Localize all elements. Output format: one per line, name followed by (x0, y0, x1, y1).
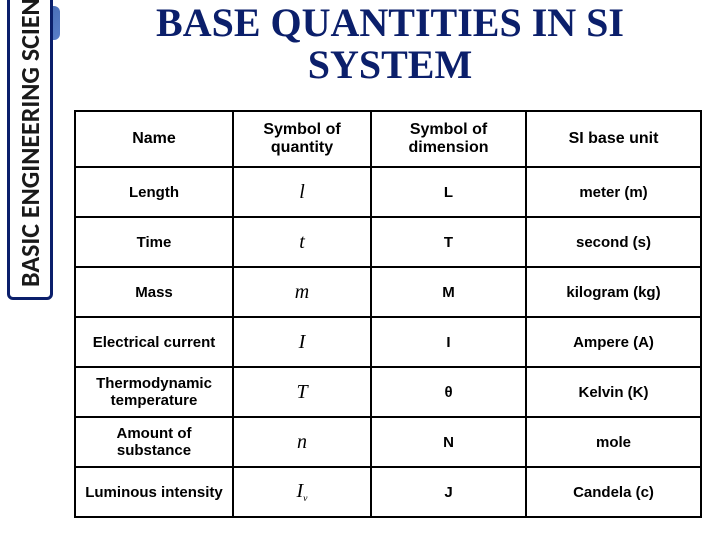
table-cell: meter (m) (526, 167, 701, 217)
table-col-header: Symbol of quantity (233, 111, 371, 167)
table-cell: Candela (c) (526, 467, 701, 517)
table-header-row: NameSymbol of quantitySymbol of dimensio… (75, 111, 701, 167)
table-cell: I (233, 317, 371, 367)
table-cell: M (371, 267, 526, 317)
page-title: BASE QUANTITIES IN SI SYSTEM (70, 2, 710, 86)
table-row: TimetTsecond (s) (75, 217, 701, 267)
table-cell: m (233, 267, 371, 317)
table-cell: Kelvin (K) (526, 367, 701, 417)
table-cell: T (233, 367, 371, 417)
table-body: LengthlLmeter (m)TimetTsecond (s)MassmMk… (75, 167, 701, 517)
table-cell: Mass (75, 267, 233, 317)
table-cell: Length (75, 167, 233, 217)
table-cell: T (371, 217, 526, 267)
table-header: NameSymbol of quantitySymbol of dimensio… (75, 111, 701, 167)
table-row: Amount of substancenNmole (75, 417, 701, 467)
table-row: LengthlLmeter (m) (75, 167, 701, 217)
table-cell: Electrical current (75, 317, 233, 367)
table-cell: t (233, 217, 371, 267)
table-cell: l (233, 167, 371, 217)
table-cell: I (371, 317, 526, 367)
table-row: Electrical currentIIAmpere (A) (75, 317, 701, 367)
table-cell: L (371, 167, 526, 217)
table-cell: second (s) (526, 217, 701, 267)
table-cell: Time (75, 217, 233, 267)
table-cell: Thermodynamic temperature (75, 367, 233, 417)
table-col-header: Name (75, 111, 233, 167)
table-cell: mole (526, 417, 701, 467)
table-row: MassmMkilogram (kg) (75, 267, 701, 317)
table-cell: N (371, 417, 526, 467)
table-cell: n (233, 417, 371, 467)
table-col-header: Symbol of dimension (371, 111, 526, 167)
table-col-header: SI base unit (526, 111, 701, 167)
table-cell: Luminous intensity (75, 467, 233, 517)
table-cell: Amount of substance (75, 417, 233, 467)
table-cell: J (371, 467, 526, 517)
sidebar-course-label: BASIC ENGINEERING SCIENCE (7, 0, 53, 300)
si-quantities-table: NameSymbol of quantitySymbol of dimensio… (74, 110, 702, 518)
table-row: Thermodynamic temperatureTθKelvin (K) (75, 367, 701, 417)
table-cell: Iv (233, 467, 371, 517)
table-cell: Ampere (A) (526, 317, 701, 367)
table-cell: kilogram (kg) (526, 267, 701, 317)
table-row: Luminous intensityIvJCandela (c) (75, 467, 701, 517)
table-cell: θ (371, 367, 526, 417)
